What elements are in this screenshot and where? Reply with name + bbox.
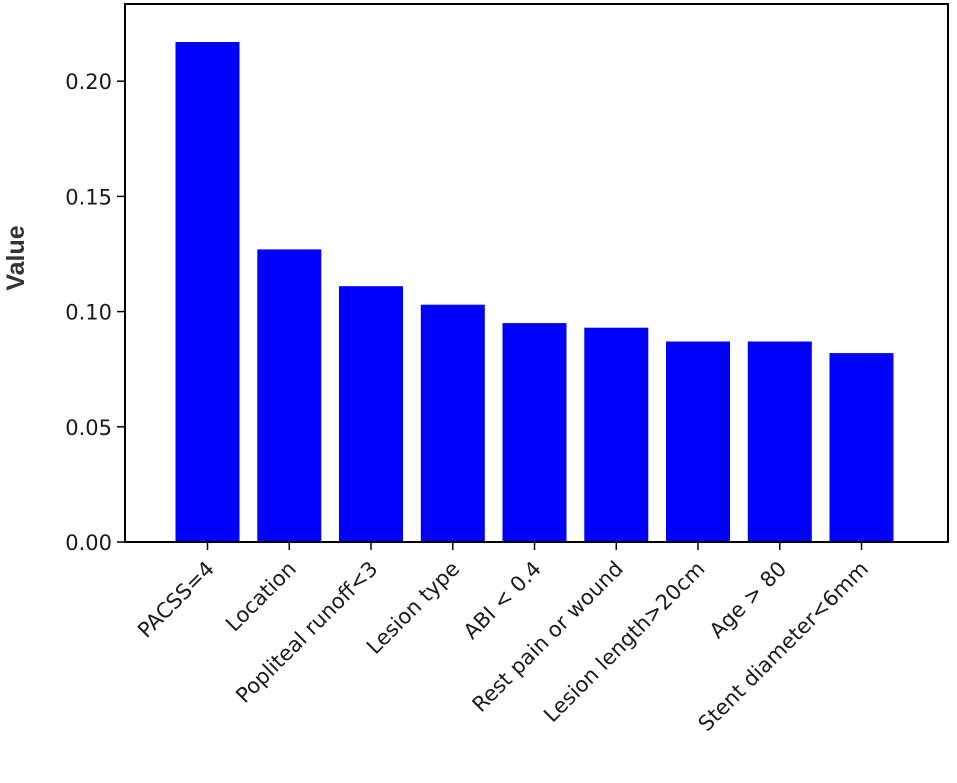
bar-1	[175, 42, 240, 542]
bar-5	[502, 323, 567, 542]
y-tick-label: 0.20	[65, 70, 112, 94]
x-tick-label: ABI < 0.4	[459, 557, 546, 644]
y-axis-label: Value	[2, 225, 30, 290]
x-tick-label: Popliteal runoff<3	[231, 557, 382, 708]
bar-6	[584, 327, 649, 542]
x-tick-label: PACSS=4	[133, 557, 219, 643]
bars	[175, 42, 894, 542]
x-tick-label: Rest pain or wound	[468, 557, 628, 717]
bar-4	[420, 304, 485, 542]
y-tick-label: 0.10	[65, 301, 112, 325]
x-tick-label: Age > 80	[705, 557, 791, 643]
bar-9	[829, 353, 894, 542]
y-tick-label: 0.15	[65, 185, 112, 209]
bar-8	[747, 341, 812, 542]
y-tick-label: 0.00	[65, 531, 112, 555]
x-tick-label: Location	[221, 557, 301, 637]
x-tick-label: Stent diameter<6mm	[694, 557, 873, 736]
bar-7	[666, 341, 730, 542]
y-axis-ticks: 0.00 0.05 0.10 0.15 0.20	[65, 70, 125, 555]
plot-frame	[124, 3, 949, 543]
y-tick-label: 0.05	[65, 416, 112, 440]
x-tick-label: Lesion length>20cm	[539, 557, 710, 728]
y-axis-label-group: Value	[2, 225, 30, 290]
bar-3	[339, 286, 403, 542]
bar-2	[257, 249, 322, 542]
